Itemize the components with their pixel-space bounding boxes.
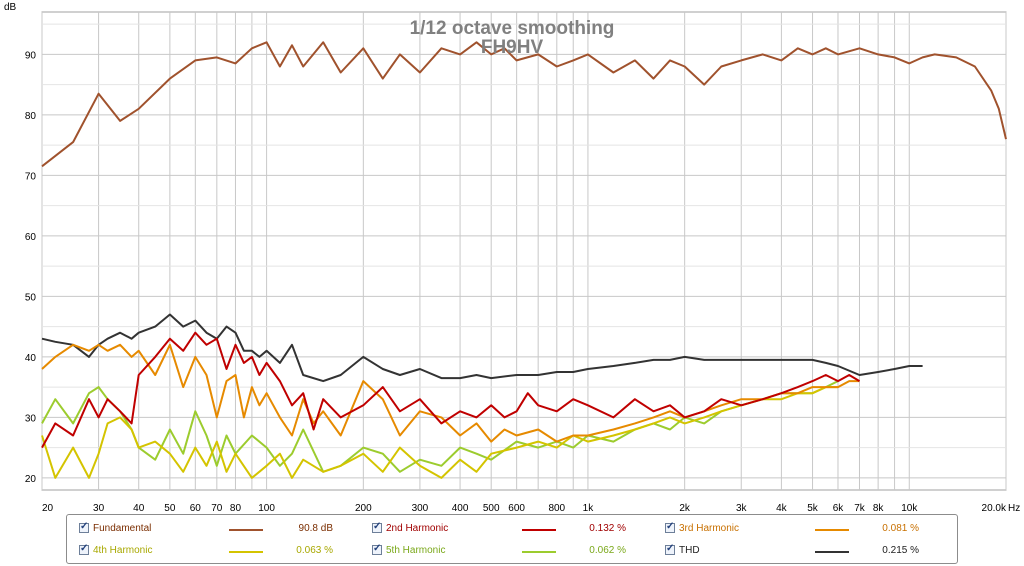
- legend-label: Fundamental: [93, 523, 152, 534]
- legend-item-5th-harmonic[interactable]: 5th Harmonic 0.062 %: [372, 543, 642, 559]
- legend-item-2nd-harmonic[interactable]: 2nd Harmonic 0.132 %: [372, 521, 642, 537]
- chart: 20 30 40 50 60 70 80 90 20 30 40 50 60 70 80 100 200 300…: [4, 2, 1020, 514]
- x-tick-labels: 20 30 40 50 60 70 80 100 200 300 400 500 600 800 1k 2k 3…: [42, 503, 1007, 514]
- series-line-2nd-harmonic: [41, 331, 861, 449]
- chart-subtitle: FH9HV: [481, 37, 544, 58]
- fundamental-checkbox[interactable]: [79, 521, 89, 533]
- x-tick-label: 400: [452, 503, 469, 514]
- y-tick-label: 40: [25, 353, 37, 364]
- plot-background: [41, 11, 1007, 491]
- x-unit-label: Hz: [1008, 503, 1020, 514]
- legend-label: 2nd Harmonic: [386, 523, 449, 534]
- y-tick-label: 20: [25, 474, 37, 485]
- x-tick-label: 5k: [807, 503, 819, 514]
- y-tick-labels: 20 30 40 50 60 70 80 90: [25, 50, 37, 485]
- x-tick-label: 2k: [679, 503, 691, 514]
- y-tick-label: 60: [25, 232, 37, 243]
- series-line-3rd-harmonic: [41, 343, 860, 443]
- 2nd-harmonic-checkbox[interactable]: [372, 521, 382, 533]
- 5th-harmonic-checkbox[interactable]: [372, 543, 382, 555]
- 4th-harmonic-checkbox[interactable]: [79, 543, 89, 555]
- x-tick-label: 600: [508, 503, 525, 514]
- x-tick-label: 200: [355, 503, 372, 514]
- x-tick-label: 3k: [736, 503, 748, 514]
- y-tick-label: 50: [25, 292, 37, 303]
- x-tick-label: 80: [230, 503, 242, 514]
- legend-swatch: [815, 551, 849, 553]
- y-tick-label: 30: [25, 413, 37, 424]
- legend-value: 90.8 dB: [298, 523, 333, 534]
- x-tick-label: 4k: [776, 503, 788, 514]
- x-tick-label: 100: [258, 503, 275, 514]
- x-tick-label: 1k: [583, 503, 595, 514]
- 3rd-harmonic-checkbox[interactable]: [665, 521, 675, 533]
- y-tick-label: 90: [25, 50, 37, 61]
- x-tick-label: 8k: [873, 503, 885, 514]
- x-tick-label: 500: [483, 503, 500, 514]
- series-line-5th-harmonic: [41, 380, 839, 473]
- legend-value: 0.215 %: [882, 545, 919, 556]
- legend-item-fundamental[interactable]: Fundamental 90.8 dB: [79, 521, 349, 537]
- legend-label: THD: [679, 545, 700, 556]
- x-tick-label: 60: [190, 503, 202, 514]
- x-tick-label: 50: [164, 503, 176, 514]
- x-tick-label: 6k: [833, 503, 845, 514]
- legend-label: 3rd Harmonic: [679, 523, 740, 534]
- legend-label: 4th Harmonic: [93, 545, 153, 556]
- series-line-4th-harmonic: [41, 386, 838, 479]
- legend-value: 0.063 %: [296, 545, 333, 556]
- legend-label: 5th Harmonic: [386, 545, 446, 556]
- x-tick-label: 40: [133, 503, 145, 514]
- series-layer: [41, 41, 1007, 479]
- legend-item-3rd-harmonic[interactable]: 3rd Harmonic 0.081 %: [665, 521, 935, 537]
- series-line-thd: [41, 313, 923, 383]
- legend: Fundamental 90.8 dB 2nd Harmonic 0.132 %…: [66, 514, 958, 564]
- legend-item-4th-harmonic[interactable]: 4th Harmonic 0.063 %: [79, 543, 349, 559]
- x-tick-label: 30: [93, 503, 105, 514]
- legend-swatch: [229, 551, 263, 553]
- legend-swatch: [815, 529, 849, 531]
- legend-value: 0.062 %: [589, 545, 626, 556]
- chart-title: 1/12 octave smoothing: [410, 18, 615, 39]
- x-tick-label: 300: [412, 503, 429, 514]
- legend-swatch: [522, 529, 556, 531]
- series-line-fundamental: [41, 41, 1007, 168]
- x-tick-label: 10k: [901, 503, 918, 514]
- y-tick-label: 80: [25, 111, 37, 122]
- legend-swatch: [522, 551, 556, 553]
- x-tick-label: 70: [211, 503, 223, 514]
- x-tick-label: 20: [42, 503, 54, 514]
- x-tick-label: 20.0k: [982, 503, 1007, 514]
- y-unit-label: dB: [4, 2, 17, 13]
- y-tick-label: 70: [25, 171, 37, 182]
- x-tick-label: 800: [548, 503, 565, 514]
- legend-item-thd[interactable]: THD 0.215 %: [665, 543, 935, 559]
- legend-value: 0.132 %: [589, 523, 626, 534]
- thd-checkbox[interactable]: [665, 543, 675, 555]
- x-tick-label: 7k: [854, 503, 866, 514]
- legend-swatch: [229, 529, 263, 531]
- legend-value: 0.081 %: [882, 523, 919, 534]
